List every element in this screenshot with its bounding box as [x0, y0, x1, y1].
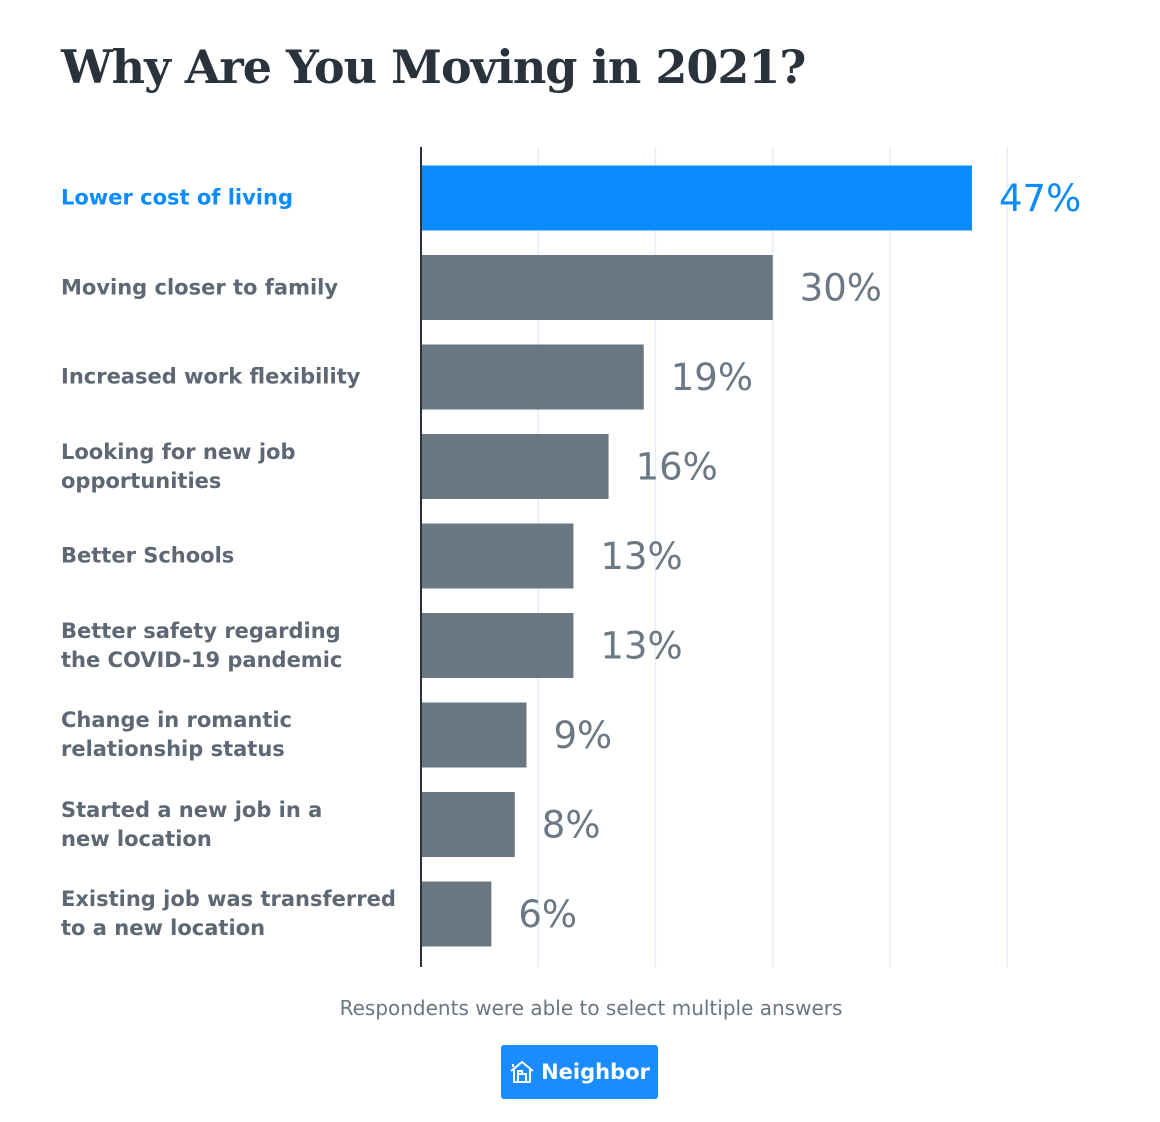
category-label-line: Increased work flexibility: [61, 364, 361, 389]
bar: [421, 523, 574, 589]
category-label-line: to a new location: [61, 916, 266, 940]
category-label-line: Better safety regarding: [61, 618, 341, 643]
category-label-line: Existing job was transferred: [61, 887, 396, 911]
bar: [421, 881, 492, 947]
data-label: 9%: [554, 714, 613, 757]
bar: [421, 165, 972, 231]
category-label-line: the COVID-19 pandemic: [61, 647, 343, 672]
category-label-line: Looking for new job: [61, 439, 296, 464]
data-label: 13%: [600, 625, 682, 668]
house-icon: [510, 1060, 534, 1083]
category-label: Better safety regarding the COVID-19 pand…: [61, 617, 401, 675]
chart-title: Why Are You Moving in 2021?: [61, 40, 806, 94]
data-label: 47%: [999, 177, 1081, 220]
category-label: Lower cost of living: [61, 184, 401, 213]
bar: [421, 613, 574, 678]
category-label: Existing job was transferred to a new loc…: [61, 885, 401, 943]
data-label: 19%: [671, 356, 753, 399]
category-label-line: Better Schools: [61, 543, 235, 568]
category-label: Change in romantic relationship status: [61, 706, 401, 764]
bar: [421, 434, 609, 499]
neighbor-logo: Neighbor: [501, 1045, 658, 1099]
category-label: Moving closer to family: [61, 273, 401, 302]
category-label-line: Started a new job in a: [61, 797, 323, 822]
data-label: 30%: [800, 267, 882, 310]
category-label: Increased work flexibility: [61, 363, 401, 392]
logo-text: Neighbor: [541, 1060, 650, 1084]
bar-chart: 47% 30% 19% 16% 13% 13% 9% 8% 6%: [420, 147, 1081, 967]
category-label: Started a new job in a new location: [61, 796, 401, 854]
category-label-line: Lower cost of living: [61, 185, 293, 210]
category-label-line: relationship status: [61, 737, 285, 761]
data-label: 13%: [600, 535, 682, 578]
category-label-line: Moving closer to family: [61, 275, 339, 299]
bar: [421, 702, 527, 768]
category-label-line: opportunities: [61, 468, 222, 493]
footnote: Respondents were able to select multiple…: [339, 996, 843, 1020]
category-label: Looking for new job opportunities: [61, 438, 401, 496]
data-label: 6%: [518, 893, 577, 936]
bar: [421, 792, 515, 857]
bar: [421, 255, 773, 320]
data-label: 16%: [636, 446, 718, 489]
category-label-line: new location: [61, 826, 212, 851]
category-label: Better Schools: [61, 542, 401, 571]
bar: [421, 344, 644, 410]
data-label: 8%: [542, 804, 601, 847]
category-label-line: Change in romantic: [61, 708, 292, 732]
